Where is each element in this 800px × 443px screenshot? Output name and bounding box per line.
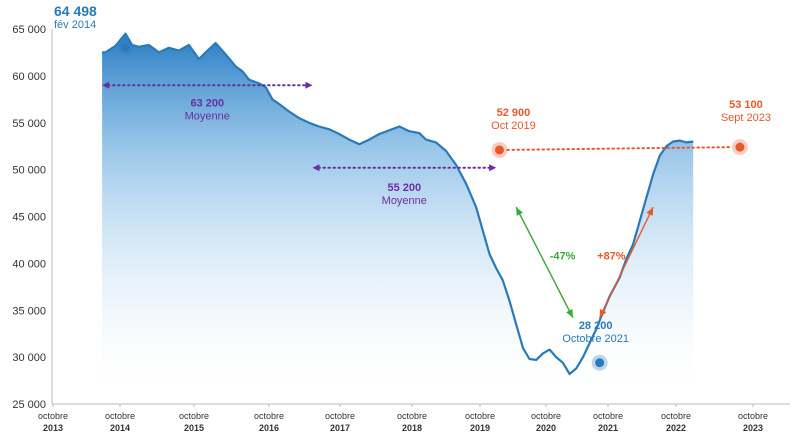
x-tick-label: octobre bbox=[465, 411, 495, 421]
y-tick-label: 65 000 bbox=[12, 24, 46, 36]
average-1-arrow-head-right bbox=[305, 81, 313, 89]
y-tick-label: 25 000 bbox=[12, 399, 46, 411]
x-tick-year: 2016 bbox=[259, 423, 279, 433]
y-tick-label: 60 000 bbox=[12, 71, 46, 83]
rise-percent-label: +87% bbox=[597, 250, 626, 262]
x-axis: octobre 2013 octobre 2014 octobre 2015 octobre… bbox=[38, 403, 790, 433]
sept2023-value: 53 100 bbox=[729, 99, 763, 111]
average-2-value: 55 200 bbox=[387, 182, 421, 194]
drop-arrow-head-end bbox=[566, 309, 573, 318]
average-2-arrow-head-left bbox=[312, 164, 320, 172]
y-tick-label: 40 000 bbox=[12, 258, 46, 270]
average-1-label: Moyenne bbox=[185, 110, 230, 122]
x-tick-year: 2018 bbox=[402, 423, 422, 433]
oct2021-label: Octobre 2021 bbox=[562, 333, 629, 345]
average-2-label: Moyenne bbox=[382, 195, 427, 207]
x-tick-year: 2017 bbox=[330, 423, 350, 433]
oct2021-value: 28 200 bbox=[579, 320, 613, 332]
rise-arrow-line bbox=[599, 206, 654, 319]
y-tick-label: 35 000 bbox=[12, 305, 46, 317]
x-tick-year: 2020 bbox=[536, 423, 556, 433]
oct2021-marker bbox=[595, 358, 605, 368]
y-tick-label: 30 000 bbox=[12, 352, 46, 364]
x-tick-year: 2022 bbox=[666, 423, 686, 433]
y-axis: 65 000 60 000 55 000 50 000 45 000 40 000 35 0… bbox=[12, 24, 53, 411]
x-tick-year: 2015 bbox=[184, 423, 204, 433]
x-tick-year: 2019 bbox=[470, 423, 490, 433]
rise-arrow-head-start bbox=[599, 309, 607, 318]
oct2019-marker bbox=[494, 145, 504, 155]
x-tick-label: octobre bbox=[38, 411, 68, 421]
x-tick-year: 2014 bbox=[110, 423, 130, 433]
sept2023-label: Sept 2023 bbox=[721, 112, 771, 124]
x-tick-label: octobre bbox=[661, 411, 691, 421]
sept2023-marker bbox=[735, 142, 745, 152]
x-tick-label: octobre bbox=[105, 411, 135, 421]
peak-label: fév 2014 bbox=[54, 19, 96, 31]
x-tick-label: octobre bbox=[738, 411, 768, 421]
peak-marker bbox=[121, 43, 130, 52]
x-tick-label: octobre bbox=[397, 411, 427, 421]
oct2019-label: Oct 2019 bbox=[491, 120, 536, 132]
rise-arrow-head-end bbox=[646, 207, 654, 216]
x-tick-label: octobre bbox=[531, 411, 561, 421]
y-tick-label: 50 000 bbox=[12, 165, 46, 177]
x-tick-year: 2021 bbox=[598, 423, 618, 433]
drop-arrow-line bbox=[515, 206, 574, 319]
x-tick-label: octobre bbox=[593, 411, 623, 421]
average-2-arrow-head-right bbox=[489, 164, 497, 172]
average-1-value: 63 200 bbox=[190, 97, 224, 109]
peak-value: 64 498 bbox=[54, 3, 97, 19]
oct2019-value: 52 900 bbox=[497, 107, 531, 119]
x-tick-year: 2013 bbox=[43, 423, 63, 433]
drop-arrow-head-start bbox=[516, 207, 523, 216]
comparison-dotted-line bbox=[506, 146, 733, 151]
drop-percent-label: -47% bbox=[550, 250, 576, 262]
x-tick-label: octobre bbox=[254, 411, 284, 421]
y-tick-label: 45 000 bbox=[12, 212, 46, 224]
series-area-fill bbox=[102, 33, 694, 404]
average-1-arrow-head-left bbox=[102, 81, 110, 89]
y-tick-label: 55 000 bbox=[12, 118, 46, 130]
x-tick-year: 2023 bbox=[743, 423, 763, 433]
x-tick-label: octobre bbox=[325, 411, 355, 421]
x-tick-label: octobre bbox=[179, 411, 209, 421]
